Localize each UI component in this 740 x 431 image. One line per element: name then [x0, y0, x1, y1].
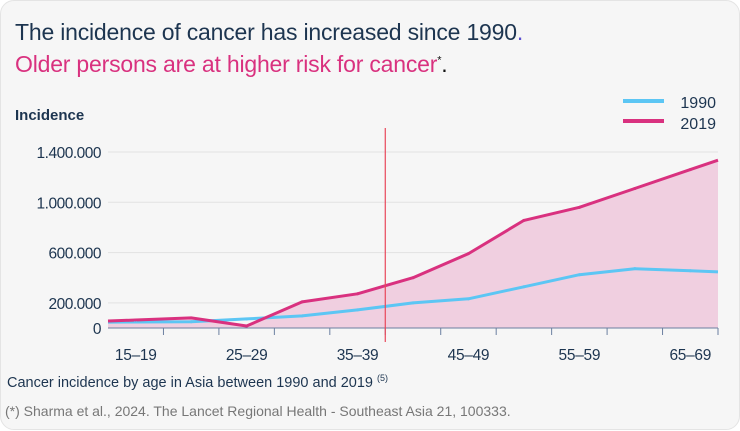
- data-point-1990: [300, 314, 304, 318]
- data-point-2019: [134, 318, 138, 322]
- data-point-2019: [356, 292, 360, 296]
- data-point-1990: [688, 269, 692, 273]
- data-point-2019: [411, 276, 415, 280]
- area-2019: [108, 160, 718, 328]
- y-axis-label: Incidence: [15, 107, 84, 124]
- data-point-1990: [245, 317, 249, 321]
- x-tick-label: 35–39: [337, 347, 379, 364]
- data-point-1990: [522, 285, 526, 289]
- y-tick-label: 600.000: [48, 246, 101, 263]
- data-point-2019: [688, 168, 692, 172]
- data-point-1990: [633, 267, 637, 271]
- data-point-1990: [577, 273, 581, 277]
- x-tick-label: 55–59: [559, 347, 601, 364]
- x-tick-label: 45–49: [448, 347, 490, 364]
- legend-label-1990: 1990: [680, 95, 716, 112]
- data-point-1990: [466, 297, 470, 301]
- y-tick-label: 0: [93, 321, 102, 338]
- data-point-2019: [577, 205, 581, 209]
- chart-caption: Cancer incidence by age in Asia between …: [7, 373, 389, 391]
- data-point-2019: [189, 316, 193, 320]
- y-tick-label: 1.400.000: [37, 145, 102, 162]
- data-point-2019: [300, 300, 304, 304]
- y-tick-label: 200.000: [48, 296, 101, 313]
- legend-label-2019: 2019: [680, 116, 716, 133]
- data-point-1990: [356, 308, 360, 312]
- chart-title: The incidence of cancer has increased si…: [15, 19, 524, 45]
- chart-subtitle: Older persons are at higher risk for can…: [15, 51, 448, 77]
- data-point-2019: [466, 252, 470, 256]
- source-note: (*) Sharma et al., 2024. The Lancet Regi…: [5, 403, 511, 419]
- x-tick-label: 15–19: [115, 347, 157, 364]
- data-point-1990: [411, 301, 415, 305]
- x-tick-label: 25–29: [226, 347, 268, 364]
- x-tick-label: 65–69: [669, 347, 711, 364]
- data-point-2019: [522, 218, 526, 222]
- data-point-1990: [189, 320, 193, 324]
- data-point-2019: [245, 324, 249, 328]
- data-point-2019: [633, 186, 637, 190]
- y-tick-label: 1.000.000: [37, 195, 102, 212]
